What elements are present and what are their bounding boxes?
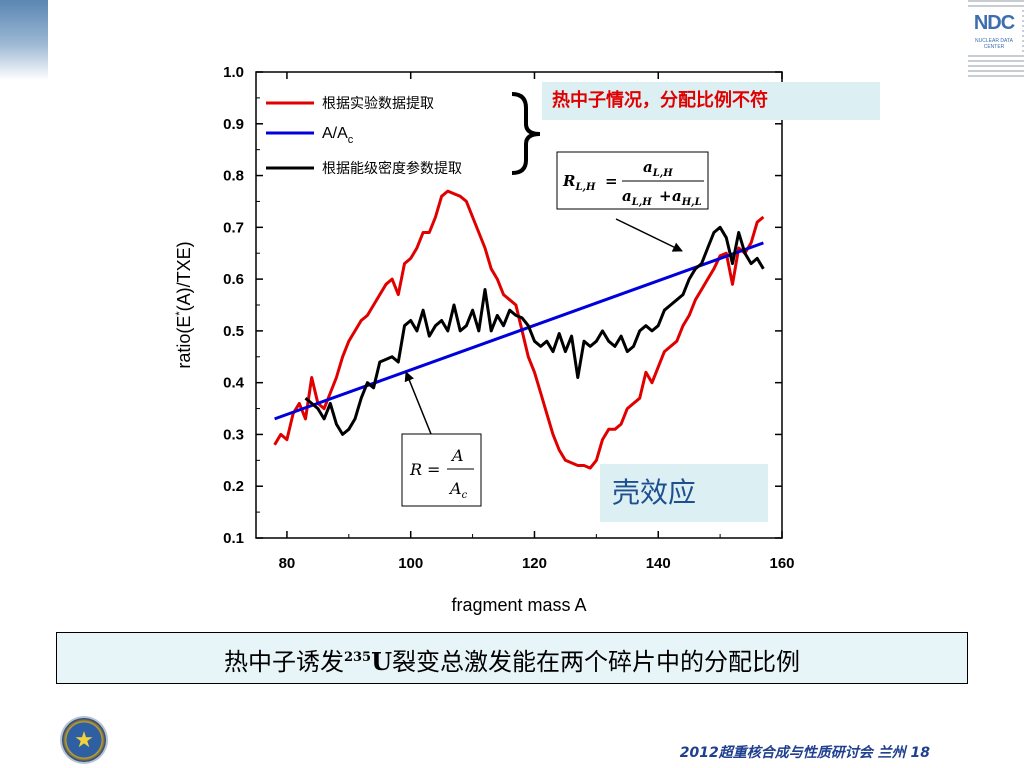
x-tick-label: 100 <box>398 555 423 572</box>
y-tick-label: 0.4 <box>223 375 245 392</box>
caption-element: U <box>371 647 393 676</box>
header-gradient-left <box>0 0 48 80</box>
y-tick-label: 1.0 <box>223 64 244 81</box>
series-level-density-black <box>304 225 765 436</box>
footer: 2012超重核合成与性质研讨会 兰州 18 <box>680 742 930 762</box>
legend-label-red: 根据实验数据提取 <box>322 96 434 112</box>
svg-text:=: = <box>427 460 440 479</box>
caption-after: 裂变总激发能在两个碎片中的分配比例 <box>392 648 801 676</box>
axis-ticks: 80 100 120 140 160 0.1 0.2 0.3 0.4 0.5 0.6 0.7 0.8 0.… <box>223 64 794 572</box>
y-tick-label: 0.3 <box>223 426 244 443</box>
y-axis-label: ratio(E*(A)/TXE) <box>174 241 194 368</box>
svg-text:Ac: Ac <box>448 479 468 501</box>
series-layer <box>273 189 765 470</box>
y-tick-label: 0.5 <box>223 323 244 340</box>
x-axis-label: fragment mass A <box>451 595 586 615</box>
x-tick-label: 140 <box>646 555 671 572</box>
footer-text: 2012超重核合成与性质研讨会 兰州 <box>679 745 906 761</box>
svg-text:+: + <box>659 187 672 205</box>
legend-brace <box>511 92 541 175</box>
legend-label-blue: A/Ac <box>322 125 354 146</box>
y-tick-label: 0.8 <box>223 168 244 185</box>
svg-text:aH,L: aH,L <box>672 187 702 208</box>
y-tick-label: 0.1 <box>223 530 244 547</box>
arrow-lower <box>404 371 432 435</box>
y-tick-label: 0.9 <box>223 116 244 133</box>
ndc-logo-subtext: NUCLEAR DATA CENTER <box>975 38 1013 50</box>
ndc-logo: NDC NUCLEAR DATA CENTER <box>966 10 1022 54</box>
series-ratio-blue <box>274 241 764 421</box>
figure-caption: 热中子诱发235U裂变总激发能在两个碎片中的分配比例 <box>56 632 968 684</box>
formula-lower-box <box>401 433 482 507</box>
svg-text:R: R <box>409 460 422 479</box>
institute-emblem: ★ <box>62 718 106 762</box>
formula-upper: RL,H = aL,H aL,H + aH,L <box>562 158 704 208</box>
svg-text:A: A <box>450 446 464 465</box>
svg-text:aL,H: aL,H <box>643 158 673 179</box>
x-tick-label: 80 <box>279 555 296 572</box>
ndc-logo-text: NDC <box>973 12 1015 34</box>
y-tick-label: 0.6 <box>223 271 244 288</box>
caption-sup: 235 <box>343 650 372 665</box>
page-number: 18 <box>910 745 930 761</box>
svg-text:=: = <box>605 172 618 190</box>
emblem-star-icon: ★ <box>74 727 94 752</box>
callout-shell-effect: 壳效应 <box>600 464 768 522</box>
callout-thermal-neutron: 热中子情况，分配比例不符 <box>542 82 880 120</box>
x-tick-label: 160 <box>769 555 794 572</box>
svg-text:RL,H: RL,H <box>562 172 596 193</box>
y-tick-label: 0.7 <box>223 219 244 236</box>
legend-label-black: 根据能级密度参数提取 <box>322 160 462 177</box>
caption-before: 热中子诱发 <box>223 648 344 676</box>
x-tick-label: 120 <box>522 555 547 572</box>
formula-lower: R = A Ac <box>409 446 474 501</box>
svg-text:aL,H: aL,H <box>622 187 652 208</box>
y-tick-label: 0.2 <box>223 478 244 495</box>
arrow-upper <box>615 218 683 252</box>
